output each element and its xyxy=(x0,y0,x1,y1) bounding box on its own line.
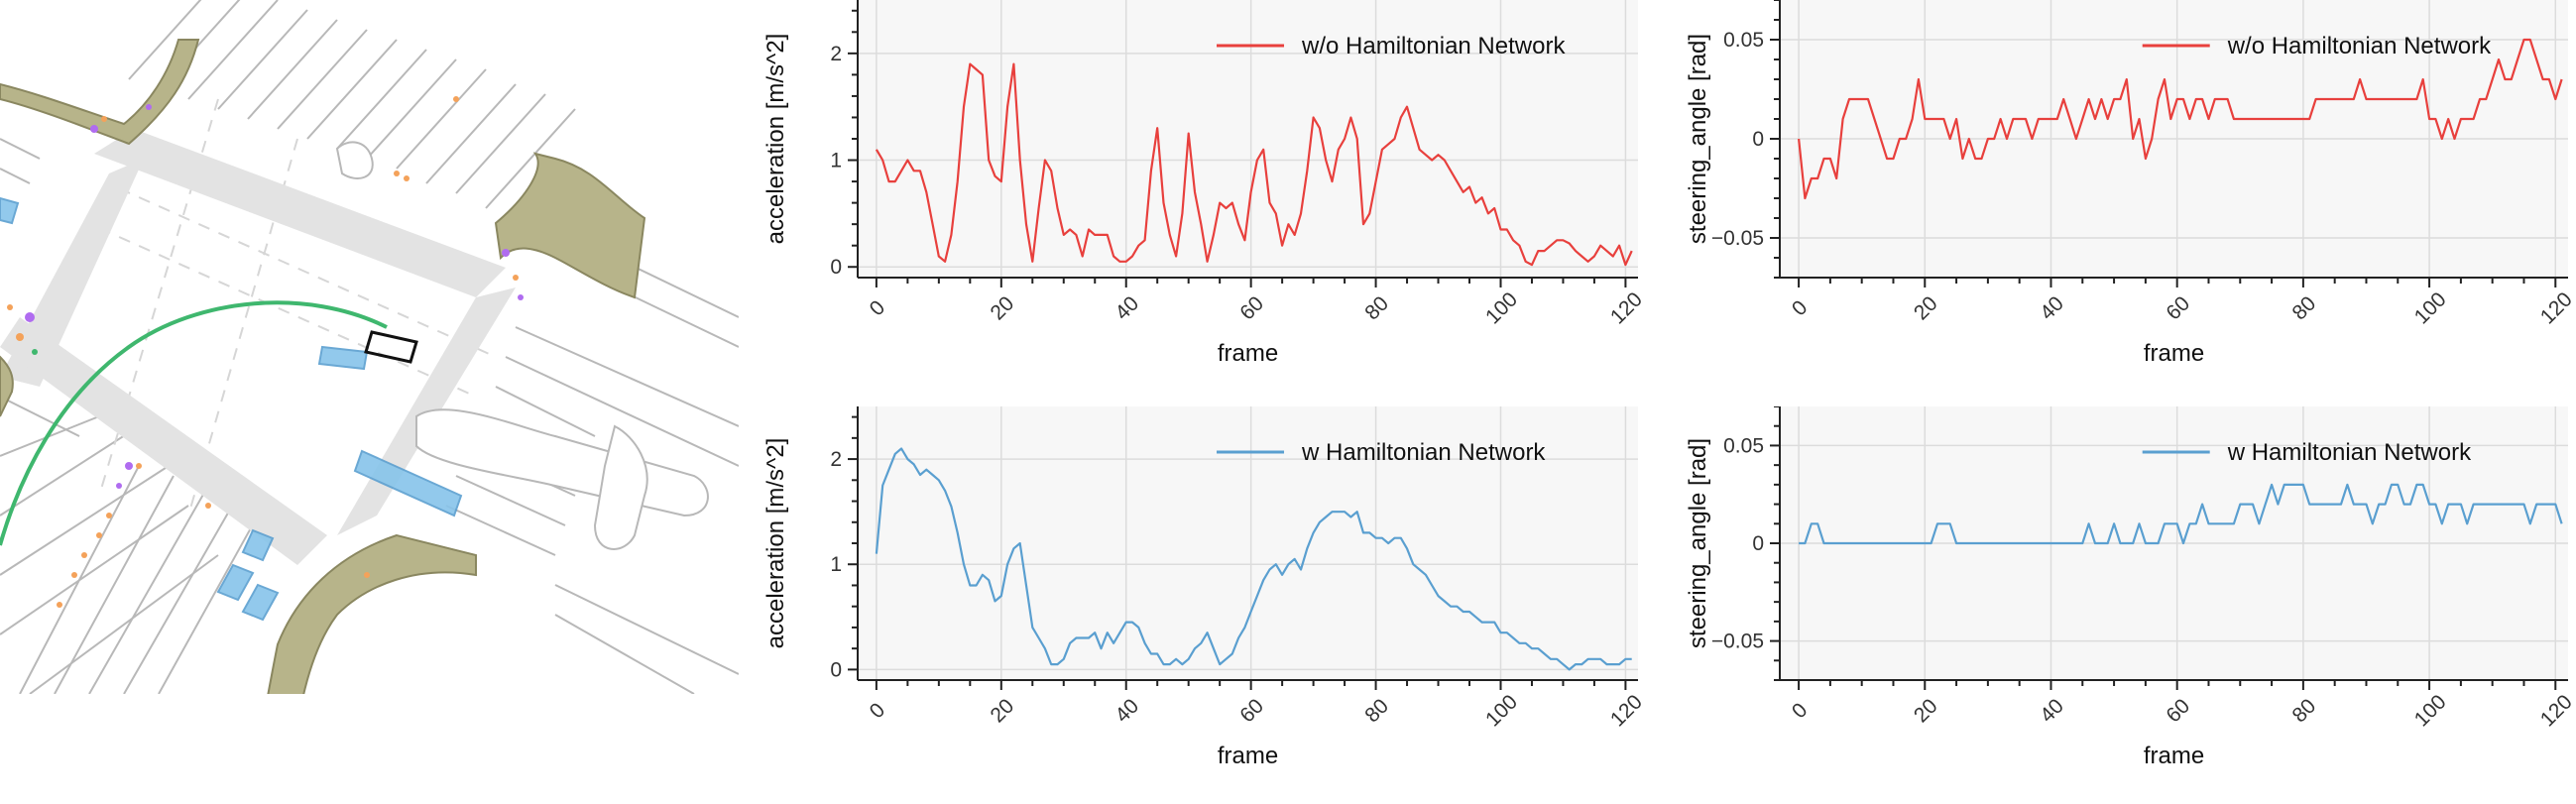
series-line xyxy=(1798,38,2563,200)
x-tick-label: 60 xyxy=(2162,292,2194,325)
x-tick-label: 100 xyxy=(2410,691,2451,732)
y-tick-label: −0.05 xyxy=(1711,227,1764,250)
x-axis-title: frame xyxy=(1218,340,1278,367)
ego-trajectory xyxy=(0,300,388,546)
ego-vehicle-box xyxy=(364,330,418,364)
x-tick-label: 60 xyxy=(1235,695,1268,728)
curbs xyxy=(0,39,646,694)
x-tick-label: 80 xyxy=(1360,292,1393,325)
x-tick-label: 100 xyxy=(1481,691,1522,732)
y-tick-label: 2 xyxy=(830,43,842,65)
x-tick-label: 80 xyxy=(2288,292,2321,325)
x-tick-label: 0 xyxy=(866,296,890,321)
y-tick-label: 1 xyxy=(830,150,842,172)
x-tick-label: 0 xyxy=(866,699,890,724)
x-tick-label: 60 xyxy=(2162,695,2194,728)
vehicles xyxy=(0,196,463,622)
x-tick-label: 80 xyxy=(1360,695,1393,728)
y-axis-title: steering_angle [rad] xyxy=(1685,438,1711,648)
map-canvas xyxy=(0,0,739,694)
x-tick-label: 20 xyxy=(1910,292,1942,325)
x-tick-label: 40 xyxy=(1111,695,1143,728)
y-axis-title: steering_angle [rad] xyxy=(1685,34,1711,244)
y-tick-label: 0 xyxy=(1752,128,1764,151)
series-line xyxy=(875,62,1633,267)
x-tick-label: 80 xyxy=(2288,695,2321,728)
y-tick-label: 0 xyxy=(1752,532,1764,555)
chart-svg: 0 20 40 60 80 100 120 −0.05 0 0.05 frame steering_a… xyxy=(1685,405,2576,769)
x-tick-label: 20 xyxy=(1910,695,1942,728)
x-axis-title: frame xyxy=(2144,340,2204,367)
x-tick-label: 100 xyxy=(1481,288,1522,329)
y-tick-label: 1 xyxy=(830,553,842,576)
traffic-islands xyxy=(335,141,709,550)
y-tick-label: 0 xyxy=(830,256,842,279)
agent-markers xyxy=(7,96,524,608)
y-tick-label: 0 xyxy=(830,658,842,681)
x-tick-label: 120 xyxy=(2536,691,2576,732)
y-axis-title: acceleration [m/s^2] xyxy=(762,34,789,245)
steering-chart-without-hamiltonian: 0 20 40 60 80 100 120 −0.05 0 0.05 frame steering_a… xyxy=(1676,0,2576,397)
chart-svg: 0 20 40 60 80 100 120 0 1 2 frame acceleration [m/s… xyxy=(762,0,1647,367)
x-tick-label: 120 xyxy=(2536,288,2576,329)
acceleration-chart-without-hamiltonian: 0 20 40 60 80 100 120 0 1 2 frame acceleration [m/s… xyxy=(754,0,1647,397)
chart-svg: 0 20 40 60 80 100 120 0 1 2 frame acceleration [m/s… xyxy=(762,406,1647,769)
x-tick-label: 120 xyxy=(1606,691,1646,732)
y-tick-label: 0.05 xyxy=(1723,29,1764,52)
x-tick-label: 20 xyxy=(986,292,1018,325)
driving-scene-map xyxy=(0,0,739,694)
lane-lines-top xyxy=(128,0,576,209)
legend-label: w Hamiltonian Network xyxy=(2227,439,2472,466)
lane-lines-right xyxy=(445,247,739,694)
chart-svg: 0 20 40 60 80 100 120 −0.05 0 0.05 frame steering_a… xyxy=(1685,0,2576,367)
x-tick-label: 120 xyxy=(1606,288,1646,329)
y-tick-label: 2 xyxy=(830,448,842,471)
lane-lines-left xyxy=(0,138,219,694)
lane-lines-bottom xyxy=(19,465,259,694)
legend-label: w/o Hamiltonian Network xyxy=(2227,33,2492,59)
x-tick-label: 0 xyxy=(1788,699,1813,724)
x-tick-label: 40 xyxy=(2036,695,2068,728)
x-tick-label: 0 xyxy=(1788,296,1813,321)
legend-label: w/o Hamiltonian Network xyxy=(1301,33,1566,59)
acceleration-chart-with-hamiltonian: 0 20 40 60 80 100 120 0 1 2 frame acceleration [m/s… xyxy=(754,406,1647,799)
x-tick-label: 100 xyxy=(2410,288,2451,329)
y-axis-title: acceleration [m/s^2] xyxy=(762,438,789,649)
series-line xyxy=(875,447,1632,671)
series-line xyxy=(1799,483,2563,545)
legend-label: w Hamiltonian Network xyxy=(1301,439,1546,466)
x-tick-label: 20 xyxy=(986,695,1018,728)
y-tick-label: 0.05 xyxy=(1723,434,1764,457)
x-tick-label: 40 xyxy=(1111,292,1143,325)
x-tick-label: 40 xyxy=(2036,292,2068,325)
x-axis-title: frame xyxy=(1218,743,1278,769)
y-tick-label: −0.05 xyxy=(1711,631,1764,653)
x-tick-label: 60 xyxy=(1235,292,1268,325)
x-axis-title: frame xyxy=(2144,743,2204,769)
steering-chart-with-hamiltonian: 0 20 40 60 80 100 120 −0.05 0 0.05 frame steering_a… xyxy=(1676,405,2576,799)
